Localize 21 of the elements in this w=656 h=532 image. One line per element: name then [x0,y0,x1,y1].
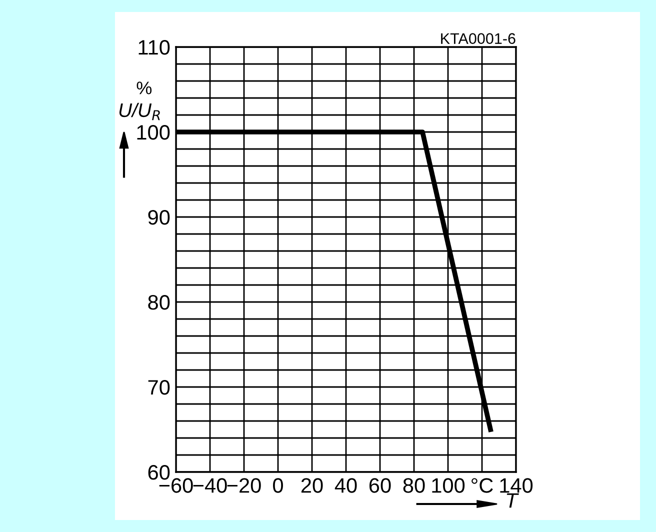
text: KTA0001-6 [441,33,516,44]
y-tick-label: 80 [148,295,170,310]
x-tick-label: 60 [369,478,391,493]
x-tick-label: 20 [301,478,323,493]
x-tick-label: −20 [227,478,261,493]
x-tick-label: 40 [334,478,357,493]
text: % [136,82,152,94]
y-tick-label: 110 [138,40,170,55]
x-tick-label: 140 [500,478,533,493]
y-tick-label: 70 [148,380,170,395]
x-tick-label: 80 [403,478,425,493]
y-tick-label: 100 [137,125,170,140]
x-tick-label: 0 [273,478,283,493]
y-tick-label: 60 [148,465,170,480]
y-axis-title: U/U$_{R}$ [119,102,160,120]
y-tick-label: 90 [148,210,170,225]
x-axis-title: T [506,493,519,508]
x-tick-label: −40 [193,478,227,493]
x-tick-label: 100 [432,478,465,493]
x-tick-label: °C [472,478,493,493]
x-tick-label: −60 [159,478,193,493]
